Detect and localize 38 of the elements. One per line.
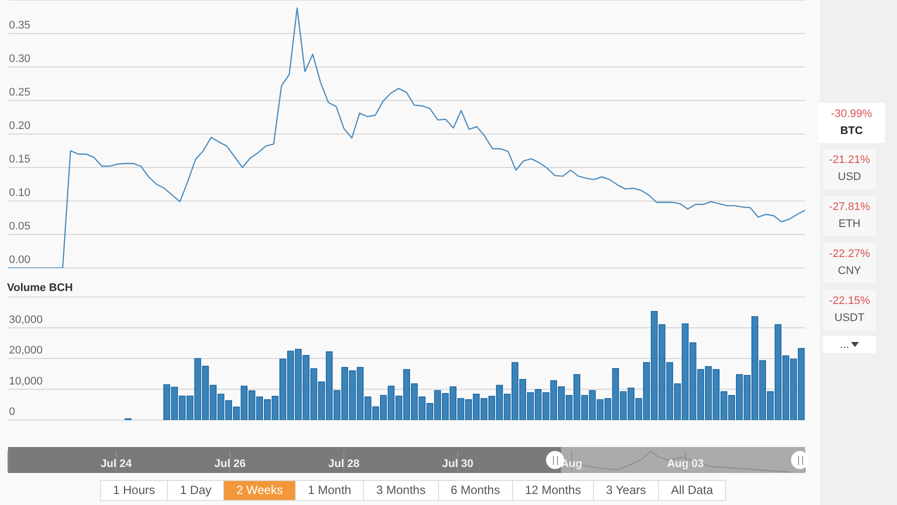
text: 1 Hours: [100, 480, 168, 501]
text: 3 Years: [592, 480, 660, 501]
text: BTC: [839, 125, 864, 137]
y-tick-label: 0.10: [9, 187, 30, 199]
text: -22.15%: [828, 295, 871, 307]
text: CNY: [836, 265, 862, 277]
text: ...: [840, 338, 850, 350]
y-tick-label: 0: [9, 406, 16, 418]
x-tick-label: Jul 30: [442, 458, 474, 470]
text: -30.99%: [830, 108, 873, 120]
text: 1 Month: [294, 480, 364, 501]
y-tick-label: 30,000: [9, 314, 43, 326]
text: All Data: [658, 480, 726, 501]
text: USDT: [834, 312, 866, 324]
y-tick-label: 0.25: [9, 86, 30, 98]
chart-title: Volume BCH: [7, 282, 73, 294]
text: -21.21%: [828, 154, 871, 166]
y-tick-label: 0.15: [9, 154, 30, 166]
y-tick-label: 10,000: [9, 375, 43, 388]
x-tick-label: Aug 03: [667, 458, 704, 470]
text: 1 Day: [167, 480, 224, 501]
text: ETH: [838, 218, 862, 230]
x-tick-label: Jul 26: [214, 458, 246, 470]
y-tick-label: 0.20: [9, 120, 30, 132]
y-tick-label: 0.05: [9, 220, 30, 232]
x-tick-label: Jul 28: [328, 458, 360, 470]
text: -27.81%: [828, 201, 871, 213]
text: USD: [836, 171, 862, 183]
x-tick-label: Jul 24: [100, 458, 133, 470]
y-tick-label: 0.30: [9, 53, 30, 65]
y-tick-label: 0.00: [9, 254, 30, 266]
text: 6 Months: [438, 480, 513, 501]
text: 12 Months: [512, 480, 594, 501]
text: 2 Weeks: [223, 480, 296, 501]
y-tick-label: 0.35: [9, 20, 30, 32]
text: 3 Months: [363, 480, 439, 501]
y-tick-label: 20,000: [9, 344, 43, 356]
text: -22.27%: [828, 248, 871, 260]
